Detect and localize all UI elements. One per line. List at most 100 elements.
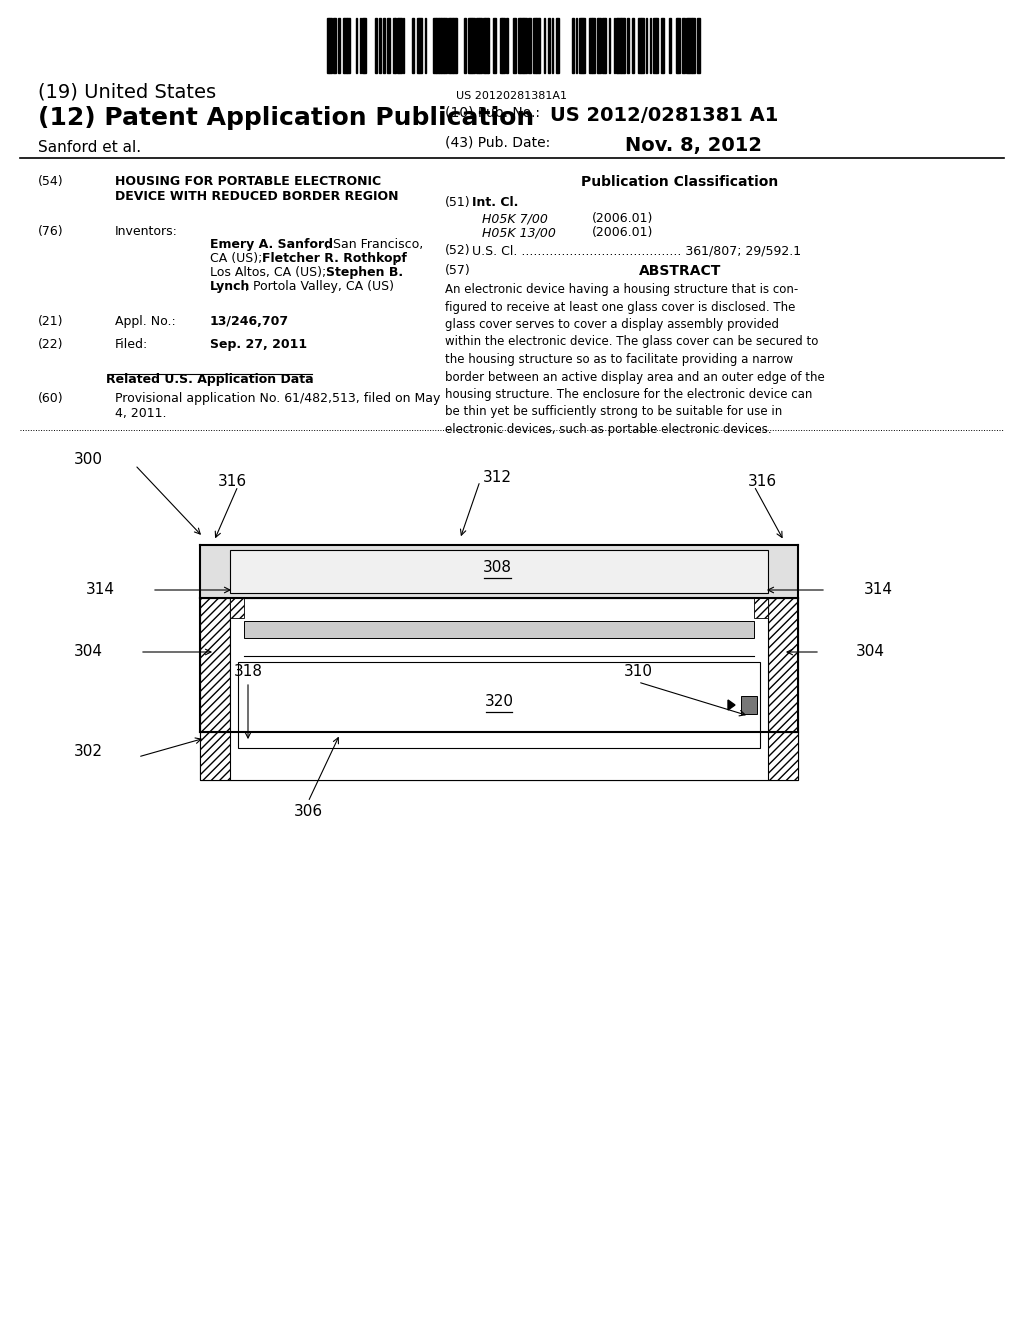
Bar [493, 18, 496, 73]
Text: Sep. 27, 2011: Sep. 27, 2011 [210, 338, 307, 351]
Bar [393, 18, 395, 73]
Text: 310: 310 [624, 664, 652, 680]
Polygon shape [230, 598, 244, 618]
Text: Emery A. Sanford: Emery A. Sanford [210, 238, 333, 251]
Text: Provisional application No. 61/482,513, filed on May: Provisional application No. 61/482,513, … [115, 392, 440, 405]
Text: (57): (57) [445, 264, 471, 277]
Bar [621, 18, 624, 73]
Text: U.S. Cl. ........................................ 361/807; 29/592.1: U.S. Cl. ...............................… [472, 244, 801, 257]
Text: ABSTRACT: ABSTRACT [639, 264, 721, 279]
Bar [383, 18, 385, 73]
Bar [485, 18, 488, 73]
Polygon shape [754, 598, 768, 618]
Bar [338, 18, 340, 73]
Text: Lynch: Lynch [210, 280, 251, 293]
Bar [518, 18, 520, 73]
Text: (2006.01): (2006.01) [592, 213, 653, 224]
Bar [556, 18, 559, 73]
Bar [502, 18, 505, 73]
Bar [417, 18, 419, 73]
Bar [592, 18, 595, 73]
Text: 314: 314 [85, 582, 115, 598]
Bar [433, 18, 436, 73]
Bar [441, 18, 444, 73]
Bar [344, 18, 347, 73]
Text: Int. Cl.: Int. Cl. [472, 195, 518, 209]
Text: (76): (76) [38, 224, 63, 238]
Bar [579, 18, 581, 73]
Polygon shape [768, 598, 798, 780]
Bar [678, 18, 680, 73]
Text: 314: 314 [863, 582, 893, 598]
Text: 13/246,707: 13/246,707 [210, 315, 289, 327]
Bar [662, 18, 664, 73]
Text: Stephen B.: Stephen B. [326, 267, 403, 279]
Bar [583, 18, 585, 73]
Bar [464, 18, 466, 73]
Bar [412, 18, 414, 73]
Bar [362, 18, 364, 73]
Bar [528, 18, 531, 73]
Bar [468, 18, 470, 73]
Bar [589, 18, 592, 73]
Text: , San Francisco,: , San Francisco, [325, 238, 423, 251]
Text: 316: 316 [217, 474, 247, 488]
Bar [692, 18, 695, 73]
Bar [656, 18, 658, 73]
Text: Nov. 8, 2012: Nov. 8, 2012 [625, 136, 762, 154]
Text: ,: , [395, 252, 399, 265]
Bar [230, 598, 768, 780]
Bar [439, 18, 441, 73]
Bar [653, 18, 656, 73]
Bar [399, 18, 402, 73]
Bar [627, 18, 629, 73]
Text: 318: 318 [233, 664, 262, 680]
Bar [548, 18, 550, 73]
Text: 312: 312 [482, 470, 512, 484]
Bar [669, 18, 671, 73]
Text: (10) Pub. No.:: (10) Pub. No.: [445, 106, 540, 120]
Bar [572, 18, 574, 73]
Text: H05K 7/00: H05K 7/00 [482, 213, 548, 224]
Bar [329, 18, 332, 73]
Bar [632, 18, 634, 73]
Bar [513, 18, 516, 73]
Bar [534, 18, 536, 73]
Text: , Portola Valley, CA (US): , Portola Valley, CA (US) [245, 280, 394, 293]
Bar [741, 696, 757, 714]
Text: An electronic device having a housing structure that is con-
figured to receive : An electronic device having a housing st… [445, 282, 824, 436]
Bar [479, 18, 482, 73]
Bar [476, 18, 479, 73]
Bar [500, 18, 502, 73]
Polygon shape [200, 733, 798, 780]
Bar [379, 18, 381, 73]
Bar [598, 18, 601, 73]
Bar [444, 18, 447, 73]
Text: (12) Patent Application Publication: (12) Patent Application Publication [38, 106, 535, 129]
Bar [238, 663, 760, 748]
Bar [641, 18, 644, 73]
Text: (43) Pub. Date:: (43) Pub. Date: [445, 136, 550, 150]
Bar [618, 18, 621, 73]
Text: Fletcher R. Rothkopf: Fletcher R. Rothkopf [262, 252, 407, 265]
Text: Publication Classification: Publication Classification [582, 176, 778, 189]
Bar [364, 18, 366, 73]
Bar [375, 18, 377, 73]
Text: 316: 316 [748, 474, 776, 488]
Bar [387, 18, 390, 73]
Text: 4, 2011.: 4, 2011. [115, 407, 167, 420]
Bar [483, 18, 485, 73]
Bar [200, 545, 798, 598]
Text: US 2012/0281381 A1: US 2012/0281381 A1 [550, 106, 778, 125]
Bar [689, 18, 692, 73]
Bar [327, 18, 329, 73]
Text: (22): (22) [38, 338, 63, 351]
Bar [602, 18, 605, 73]
Text: 320: 320 [484, 693, 513, 709]
Bar [449, 18, 450, 73]
Text: (19) United States: (19) United States [38, 82, 216, 102]
Text: (54): (54) [38, 176, 63, 187]
Bar [472, 18, 475, 73]
Text: (52): (52) [445, 244, 471, 257]
Text: 306: 306 [294, 804, 323, 820]
